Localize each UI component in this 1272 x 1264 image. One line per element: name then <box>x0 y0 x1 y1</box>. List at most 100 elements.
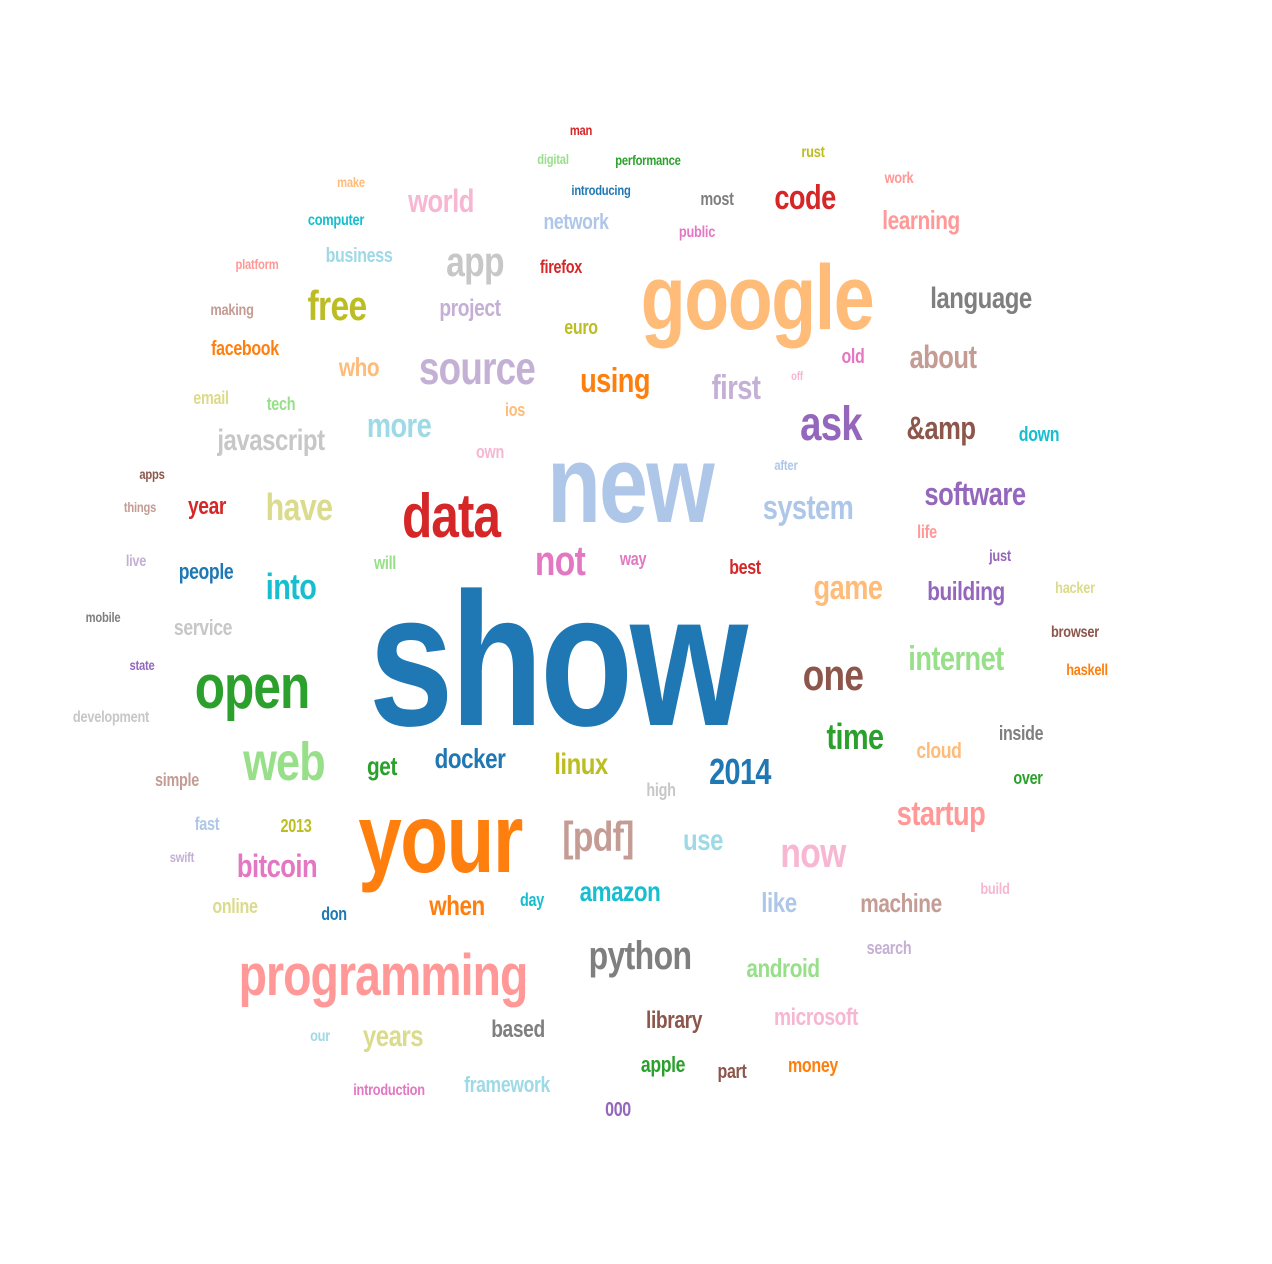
word-apps: apps <box>139 466 165 482</box>
word-man: man <box>569 122 593 138</box>
word-build: build <box>980 881 1010 898</box>
word-mobile: mobile <box>85 609 121 625</box>
word-based: based <box>491 1016 545 1043</box>
word-like: like <box>761 887 797 918</box>
word-down: down <box>1018 424 1060 446</box>
word-service: service <box>173 615 233 640</box>
word-platform: platform <box>235 256 279 272</box>
word-2014: 2014 <box>709 751 771 792</box>
word-apple: apple <box>640 1052 686 1077</box>
word-digital: digital <box>537 151 569 167</box>
word-not: not <box>534 537 586 584</box>
word-development: development <box>72 709 150 726</box>
word-software: software <box>924 476 1026 512</box>
word-things: things <box>123 499 157 515</box>
word-app: app <box>446 238 504 285</box>
word-state: state <box>129 657 155 673</box>
word-live: live <box>125 553 147 570</box>
word-over: over <box>1013 768 1043 788</box>
word-own: own <box>476 442 504 462</box>
word-year: year <box>188 493 226 520</box>
word-performance: performance <box>615 152 681 168</box>
word-network: network <box>543 209 609 234</box>
word-source: source <box>418 342 536 394</box>
word-making: making <box>210 302 254 319</box>
word-cloud: cloud <box>916 738 962 763</box>
word-inside: inside <box>998 723 1044 745</box>
word-years: years <box>362 1020 424 1053</box>
word-system: system <box>762 489 854 527</box>
word-javascript: javascript <box>217 424 325 457</box>
word-facebook: facebook <box>211 338 279 360</box>
word-code: code <box>774 179 836 217</box>
word-framework: framework <box>464 1072 550 1097</box>
word-online: online <box>212 896 258 918</box>
word-simple: simple <box>155 770 199 790</box>
word-will: will <box>373 553 397 573</box>
word-learning: learning <box>882 205 960 235</box>
word-open: open <box>194 653 311 722</box>
word-use: use <box>683 824 723 857</box>
word-euro: euro <box>564 317 598 339</box>
word-amazon: amazon <box>579 876 661 907</box>
word-day: day <box>520 890 544 910</box>
word-rust: rust <box>801 144 825 161</box>
word-000: 000 <box>605 1099 631 1121</box>
word-building: building <box>927 576 1005 606</box>
word-android: android <box>746 953 820 983</box>
word-work: work <box>884 170 914 187</box>
word-make: make <box>337 174 365 190</box>
word-startup: startup <box>896 795 986 833</box>
word-business: business <box>325 245 393 267</box>
word-off: off <box>791 369 803 383</box>
word-bitcoin: bitcoin <box>236 848 318 884</box>
word-fast: fast <box>194 814 220 834</box>
word-ios: ios <box>505 400 525 420</box>
word-your: your <box>358 783 523 893</box>
word-docker: docker <box>434 743 506 774</box>
word-just: just <box>989 548 1011 565</box>
word-high: high <box>646 780 676 800</box>
word-time: time <box>826 716 885 757</box>
word-have: have <box>265 487 333 529</box>
word-programming: programming <box>238 943 529 1008</box>
word-swift: swift <box>169 849 195 865</box>
word-free: free <box>307 282 368 329</box>
word-into: into <box>265 566 317 607</box>
word-first: first <box>711 369 761 407</box>
word-more: more <box>366 407 432 445</box>
word-game: game <box>813 569 883 607</box>
word-get: get <box>367 751 397 781</box>
word-money: money <box>788 1055 838 1077</box>
word-best: best <box>729 557 761 579</box>
word-haskell: haskell <box>1066 662 1108 679</box>
word-project: project <box>439 295 501 322</box>
word-life: life <box>917 522 937 542</box>
word-now: now <box>780 829 846 876</box>
word-email: email <box>193 388 229 408</box>
word-ask: ask <box>800 398 863 451</box>
word-amp: &amp <box>906 410 976 446</box>
word-linux: linux <box>554 748 608 781</box>
word-people: people <box>178 559 234 584</box>
word-pdf: [pdf] <box>562 813 634 860</box>
word-library: library <box>645 1007 703 1034</box>
word-don: don <box>321 904 347 924</box>
word-hacker: hacker <box>1055 580 1095 597</box>
word-about: about <box>909 339 977 375</box>
word-who: who <box>338 352 380 382</box>
word-old: old <box>841 346 865 368</box>
word-public: public <box>678 224 716 241</box>
word-world: world <box>408 183 474 219</box>
word-new: new <box>547 423 715 546</box>
word-2013: 2013 <box>280 816 312 836</box>
word-microsoft: microsoft <box>773 1004 859 1031</box>
word-after: after <box>774 457 798 473</box>
word-part: part <box>717 1061 747 1083</box>
word-search: search <box>866 938 912 958</box>
word-python: python <box>588 934 692 978</box>
word-when: when <box>429 890 485 921</box>
word-introducing: introducing <box>571 182 631 198</box>
word-introduction: introduction <box>353 1082 425 1099</box>
